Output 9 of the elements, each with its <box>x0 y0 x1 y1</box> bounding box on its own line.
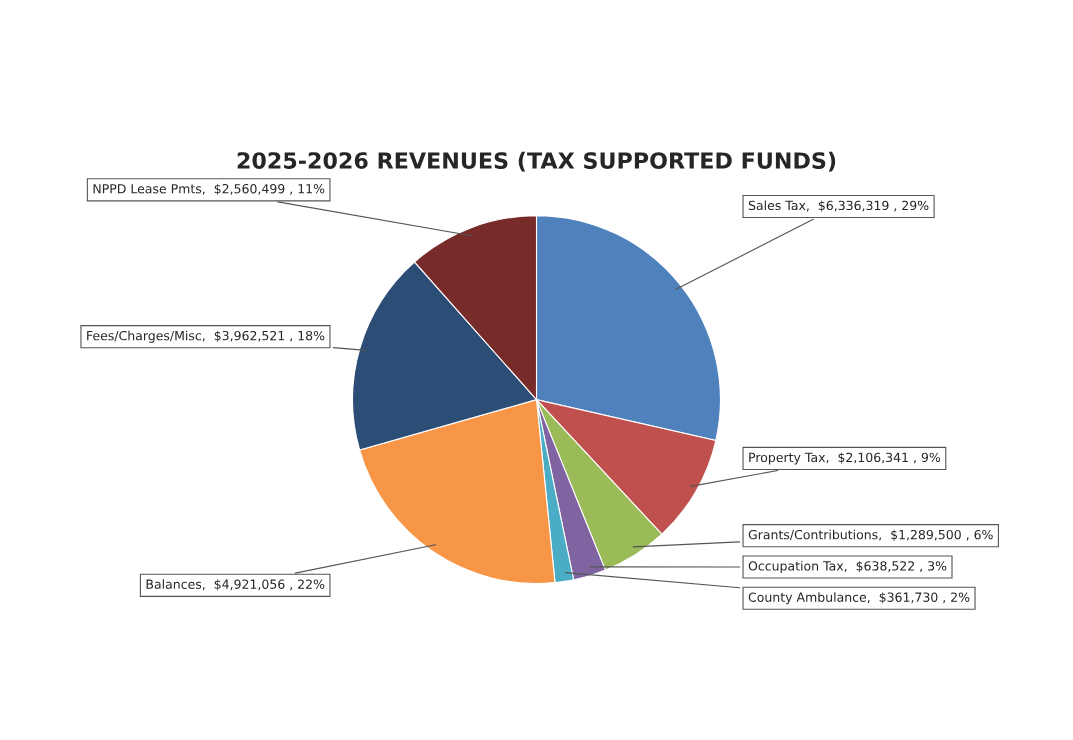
slice-label: County Ambulance, $361,730 , 2% <box>748 592 970 605</box>
slice-label: Sales Tax, $6,336,319 , 29% <box>748 200 929 212</box>
slice-label: Grants/Contributions, $1,289,500 , 6% <box>748 529 993 541</box>
slice-label: NPPD Lease Pmts, $2,560,499 , 11% <box>93 183 325 196</box>
slice-label: Property Tax, $2,106,341 , 9% <box>749 452 941 465</box>
slice-label: Fees/Charges/Misc, $3,962,521 , 18% <box>87 330 325 343</box>
chart-title: 2025-2026 REVENUES (TAX SUPPORTED FUNDS) <box>237 151 836 172</box>
slice-label: Occupation Tax, $638,522 , 3% <box>748 560 947 574</box>
slice-label: Balances, $4,921,056 , 22% <box>146 579 325 591</box>
